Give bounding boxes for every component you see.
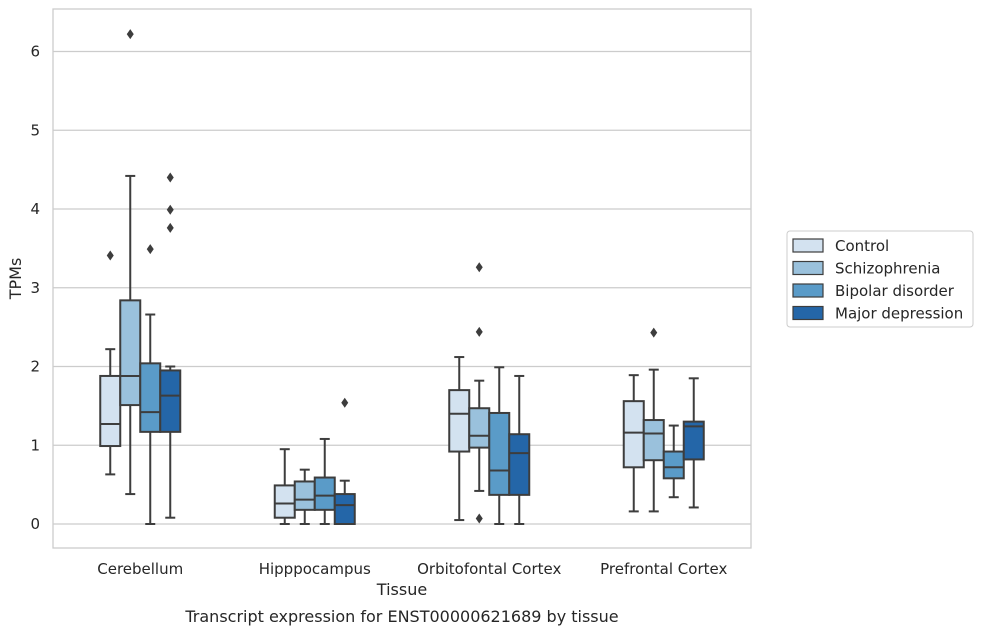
- box-prefrontal-cortex-control: [622, 374, 645, 513]
- box-prefrontal-cortex-major-depression: [682, 377, 705, 509]
- y-tick-label: 1: [30, 436, 40, 454]
- outlier-point: [650, 327, 658, 338]
- box-hipppocampus-control: [273, 448, 296, 525]
- legend-swatch: [792, 305, 824, 321]
- box-hipppocampus-schizophrenia: [293, 468, 316, 525]
- legend-label: Major depression: [835, 305, 963, 323]
- box-orbitofontal-cortex-schizophrenia: [468, 262, 491, 524]
- box-cerebellum-bipolar-disorder: [139, 244, 162, 525]
- box-iqr: [293, 480, 316, 511]
- box-iqr: [662, 450, 685, 480]
- outlier-point: [166, 222, 174, 233]
- box-iqr: [119, 299, 142, 407]
- legend-label: Bipolar disorder: [835, 282, 955, 300]
- y-tick-label: 0: [30, 515, 40, 533]
- box-iqr: [313, 476, 336, 511]
- box-iqr: [333, 493, 356, 526]
- chart-caption: Transcript expression for ENST0000062168…: [184, 607, 618, 626]
- legend-swatch: [792, 238, 824, 253]
- box-iqr: [159, 369, 182, 433]
- box-prefrontal-cortex-bipolar-disorder: [662, 424, 685, 499]
- box-iqr: [273, 484, 296, 519]
- outlier-point: [166, 204, 174, 215]
- x-tick-label: Cerebellum: [97, 560, 183, 578]
- y-tick-label: 5: [30, 121, 40, 139]
- box-hipppocampus-bipolar-disorder: [313, 437, 336, 525]
- box-iqr: [468, 407, 491, 449]
- legend-swatch: [792, 283, 824, 298]
- y-tick-label: 2: [30, 358, 40, 376]
- outlier-point: [475, 326, 483, 337]
- legend: Control Schizophrenia Bipolar disorder Majo…: [786, 230, 974, 328]
- box-iqr: [99, 374, 122, 448]
- legend-swatch: [792, 260, 824, 276]
- box-groups: [99, 29, 705, 526]
- plot-frame: [52, 8, 752, 549]
- box-iqr: [682, 420, 705, 461]
- outlier-point: [475, 262, 483, 273]
- y-tick-label: 3: [30, 279, 40, 297]
- box-hipppocampus-major-depression: [333, 397, 356, 526]
- box-cerebellum-major-depression: [159, 172, 182, 519]
- box-iqr: [488, 411, 511, 496]
- box-orbitofontal-cortex-bipolar-disorder: [488, 366, 511, 525]
- x-tick-label: Orbitofontal Cortex: [417, 560, 561, 578]
- box-iqr: [622, 400, 645, 469]
- box-orbitofontal-cortex-major-depression: [508, 374, 531, 525]
- y-tick-label: 4: [30, 200, 40, 218]
- outlier-point: [341, 397, 349, 408]
- outlier-point: [475, 513, 483, 524]
- x-tick-label: Hipppocampus: [259, 560, 371, 578]
- y-tick-label: 6: [30, 43, 40, 61]
- box-iqr: [508, 433, 531, 496]
- box-cerebellum-control: [99, 250, 122, 476]
- box-cerebellum-schizophrenia: [119, 29, 142, 496]
- box-orbitofontal-cortex-control: [448, 356, 471, 522]
- legend-label: Control: [835, 237, 889, 255]
- box-iqr: [642, 419, 665, 462]
- legend-frame: [786, 230, 974, 328]
- outlier-point: [166, 172, 174, 183]
- box-iqr: [139, 362, 162, 433]
- box-iqr: [448, 389, 471, 453]
- y-axis-label: TPMs: [6, 258, 25, 301]
- outlier-point: [106, 250, 114, 261]
- outlier-point: [146, 244, 154, 255]
- x-axis-ticks: Cerebellum Hipppocampus Orbitofontal Corte…: [97, 560, 727, 578]
- x-axis-label: Tissue: [376, 580, 427, 599]
- legend-label: Schizophrenia: [835, 260, 940, 278]
- y-axis-ticks: 0 1 2 3 4 5 6: [30, 43, 40, 534]
- x-tick-label: Prefrontal Cortex: [600, 560, 727, 578]
- outlier-point: [126, 29, 134, 40]
- box-prefrontal-cortex-schizophrenia: [642, 327, 665, 513]
